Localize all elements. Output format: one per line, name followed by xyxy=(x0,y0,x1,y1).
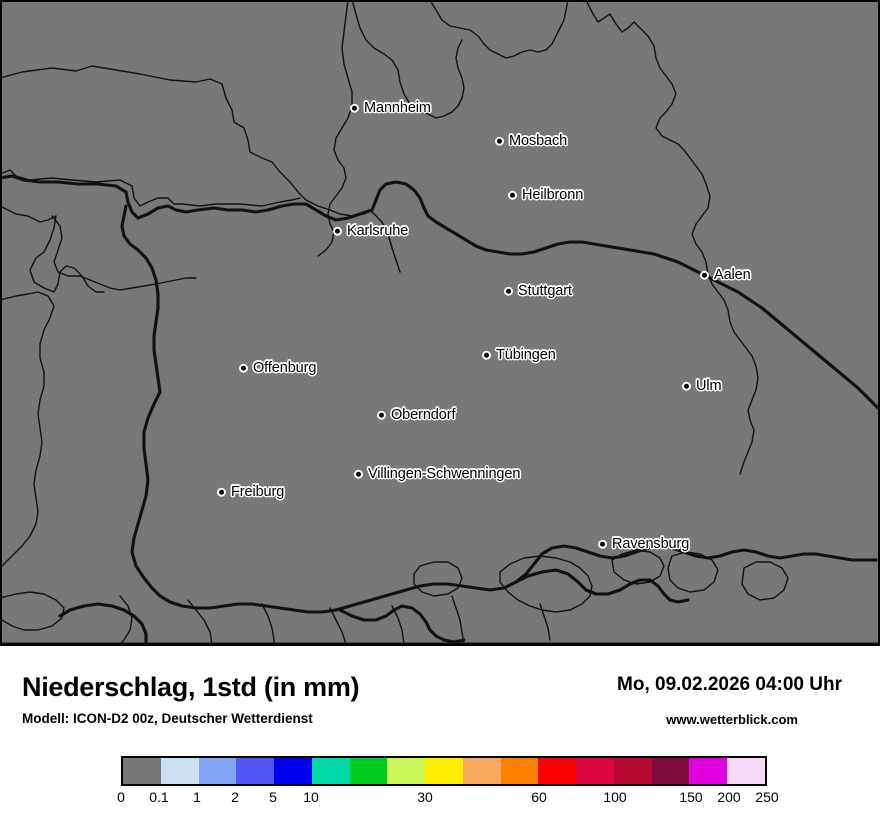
city-label: Ravensburg xyxy=(612,535,690,552)
city-marker: Ulm xyxy=(682,377,722,394)
colorbar-swatch xyxy=(123,758,161,784)
city-label: Offenburg xyxy=(253,359,317,376)
city-label: Stuttgart xyxy=(518,282,572,299)
city-marker: Tübingen xyxy=(482,348,556,363)
colorbar-swatch xyxy=(236,758,275,784)
city-dot-icon xyxy=(354,469,363,479)
colorbar-swatch xyxy=(727,758,766,784)
city-label: Mannheim xyxy=(364,99,431,116)
caption-panel: Niederschlag, 1std (in mm) Modell: ICON-… xyxy=(0,646,880,830)
precipitation-map[interactable]: Mannheim Mosbach Heilbronn Karlsruhe Aalen St… xyxy=(0,0,880,646)
city-marker: Villingen-Schwenningen xyxy=(354,467,520,482)
city-dot-icon xyxy=(700,270,709,280)
colorbar-tick: 200 xyxy=(717,789,741,805)
colorbar-tick: 0 xyxy=(117,789,125,805)
colorbar-swatch xyxy=(274,758,312,784)
city-label: Oberndorf xyxy=(391,406,456,423)
city-dot-icon xyxy=(598,539,607,549)
colorbar-swatch xyxy=(198,758,237,784)
city-marker: Mannheim xyxy=(350,101,431,116)
colorbar-tick: 2 xyxy=(231,789,239,805)
city-dot-icon xyxy=(239,363,248,373)
colorbar-tick: 1 xyxy=(193,789,201,805)
city-marker: Oberndorf xyxy=(377,408,455,423)
colorbar-swatch xyxy=(689,758,728,784)
city-label: Karlsruhe xyxy=(347,222,409,239)
city-marker: Karlsruhe xyxy=(333,224,408,239)
city-marker: Mosbach xyxy=(495,134,567,149)
colorbar-tick: 5 xyxy=(269,789,277,805)
city-marker: Freiburg xyxy=(217,485,284,500)
colorbar-tick: 0.1 xyxy=(149,789,169,805)
city-dot-icon xyxy=(377,410,386,420)
colorbar-swatch xyxy=(538,758,577,784)
city-label: Tübingen xyxy=(496,346,556,363)
colorbar-swatch xyxy=(500,758,539,784)
model-subtitle: Modell: ICON-D2 00z, Deutscher Wetterdie… xyxy=(22,711,313,726)
city-label: Heilbronn xyxy=(522,186,584,203)
city-dot-icon xyxy=(495,136,504,146)
city-label: Mosbach xyxy=(509,132,568,149)
city-dot-icon xyxy=(482,350,491,360)
colorbar-tick: 100 xyxy=(603,789,627,805)
city-marker: Stuttgart xyxy=(504,284,572,299)
colorbar-tick: 60 xyxy=(531,789,547,805)
city-dot-icon xyxy=(504,286,513,296)
colorbar-swatch xyxy=(613,758,652,784)
site-url-label: www.wetterblick.com xyxy=(666,712,798,727)
colorbar-swatch xyxy=(311,758,350,784)
colorbar-legend: 0 0.1 1 2 5 10 30 60 100 150 200 250 xyxy=(117,756,779,815)
colorbar-swatch xyxy=(160,758,199,784)
colorbar-swatch xyxy=(387,758,426,784)
city-marker: Aalen xyxy=(700,268,751,283)
colorbar-tick: 30 xyxy=(417,789,433,805)
city-marker: Ravensburg xyxy=(598,537,689,552)
city-dot-icon xyxy=(508,190,517,200)
city-label: Villingen-Schwenningen xyxy=(368,465,521,482)
city-label: Ulm xyxy=(696,377,722,394)
map-boundaries xyxy=(0,0,880,646)
city-label: Freiburg xyxy=(231,483,285,500)
colorbar-swatch xyxy=(462,758,501,784)
colorbar-swatch xyxy=(349,758,388,784)
city-marker: Offenburg xyxy=(239,361,316,376)
city-dot-icon xyxy=(350,103,359,113)
city-label: Aalen xyxy=(714,266,751,283)
colorbar-swatch xyxy=(576,758,614,784)
colorbar-tick: 10 xyxy=(303,789,319,805)
city-marker: Heilbronn xyxy=(508,188,583,203)
city-dot-icon xyxy=(333,226,342,236)
colorbar-tick-labels: 0 0.1 1 2 5 10 30 60 100 150 200 250 xyxy=(117,789,779,815)
colorbar-tick: 150 xyxy=(679,789,703,805)
colorbar-tick: 250 xyxy=(755,789,779,805)
valid-time-label: Mo, 09.02.2026 04:00 Uhr xyxy=(617,674,842,695)
city-dot-icon xyxy=(217,487,226,497)
colorbar-swatch xyxy=(425,758,463,784)
colorbar-swatch xyxy=(651,758,690,784)
colorbar-swatches xyxy=(121,756,767,786)
city-dot-icon xyxy=(682,381,691,391)
page-title: Niederschlag, 1std (in mm) xyxy=(22,672,360,702)
